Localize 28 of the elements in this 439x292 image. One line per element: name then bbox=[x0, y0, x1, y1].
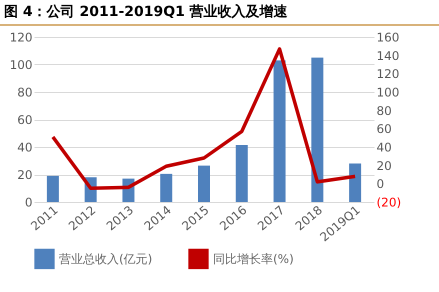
bar bbox=[349, 164, 362, 202]
y2-tick-label: 60 bbox=[376, 122, 392, 136]
y2-tick-label: 100 bbox=[376, 86, 400, 100]
y2-tick-label: 40 bbox=[376, 140, 392, 154]
legend-label: 营业总收入(亿元) bbox=[59, 252, 152, 266]
bar bbox=[198, 166, 210, 202]
y2-tick-label: 0 bbox=[376, 177, 384, 192]
y-tick-label: 100 bbox=[10, 58, 32, 72]
y2-tick-label: 80 bbox=[376, 104, 392, 118]
bar bbox=[46, 176, 59, 202]
y-tick-label: 0 bbox=[24, 196, 32, 210]
y-tick-label: 20 bbox=[17, 168, 32, 182]
legend-label: 同比增长率(%) bbox=[213, 252, 294, 266]
y2-tick-label: 120 bbox=[376, 67, 400, 82]
bar bbox=[160, 174, 172, 202]
y-tick-label: 120 bbox=[10, 30, 32, 44]
line-series bbox=[51, 47, 357, 190]
bar bbox=[311, 58, 324, 202]
y2-tick-label: 160 bbox=[376, 30, 400, 44]
bar bbox=[236, 144, 248, 202]
chart-title: 图 4：公司 2011-2019Q1 营业收入及增速 bbox=[0, 0, 439, 26]
y2-tick-label: 140 bbox=[376, 48, 400, 63]
y-tick-label: 80 bbox=[17, 86, 32, 100]
y-tick-label: 60 bbox=[17, 113, 32, 127]
y2-tick-label: 20 bbox=[376, 158, 392, 173]
bar bbox=[274, 60, 286, 202]
y2-tick-label: (20) bbox=[376, 196, 402, 210]
y-tick-label: 40 bbox=[17, 140, 32, 154]
